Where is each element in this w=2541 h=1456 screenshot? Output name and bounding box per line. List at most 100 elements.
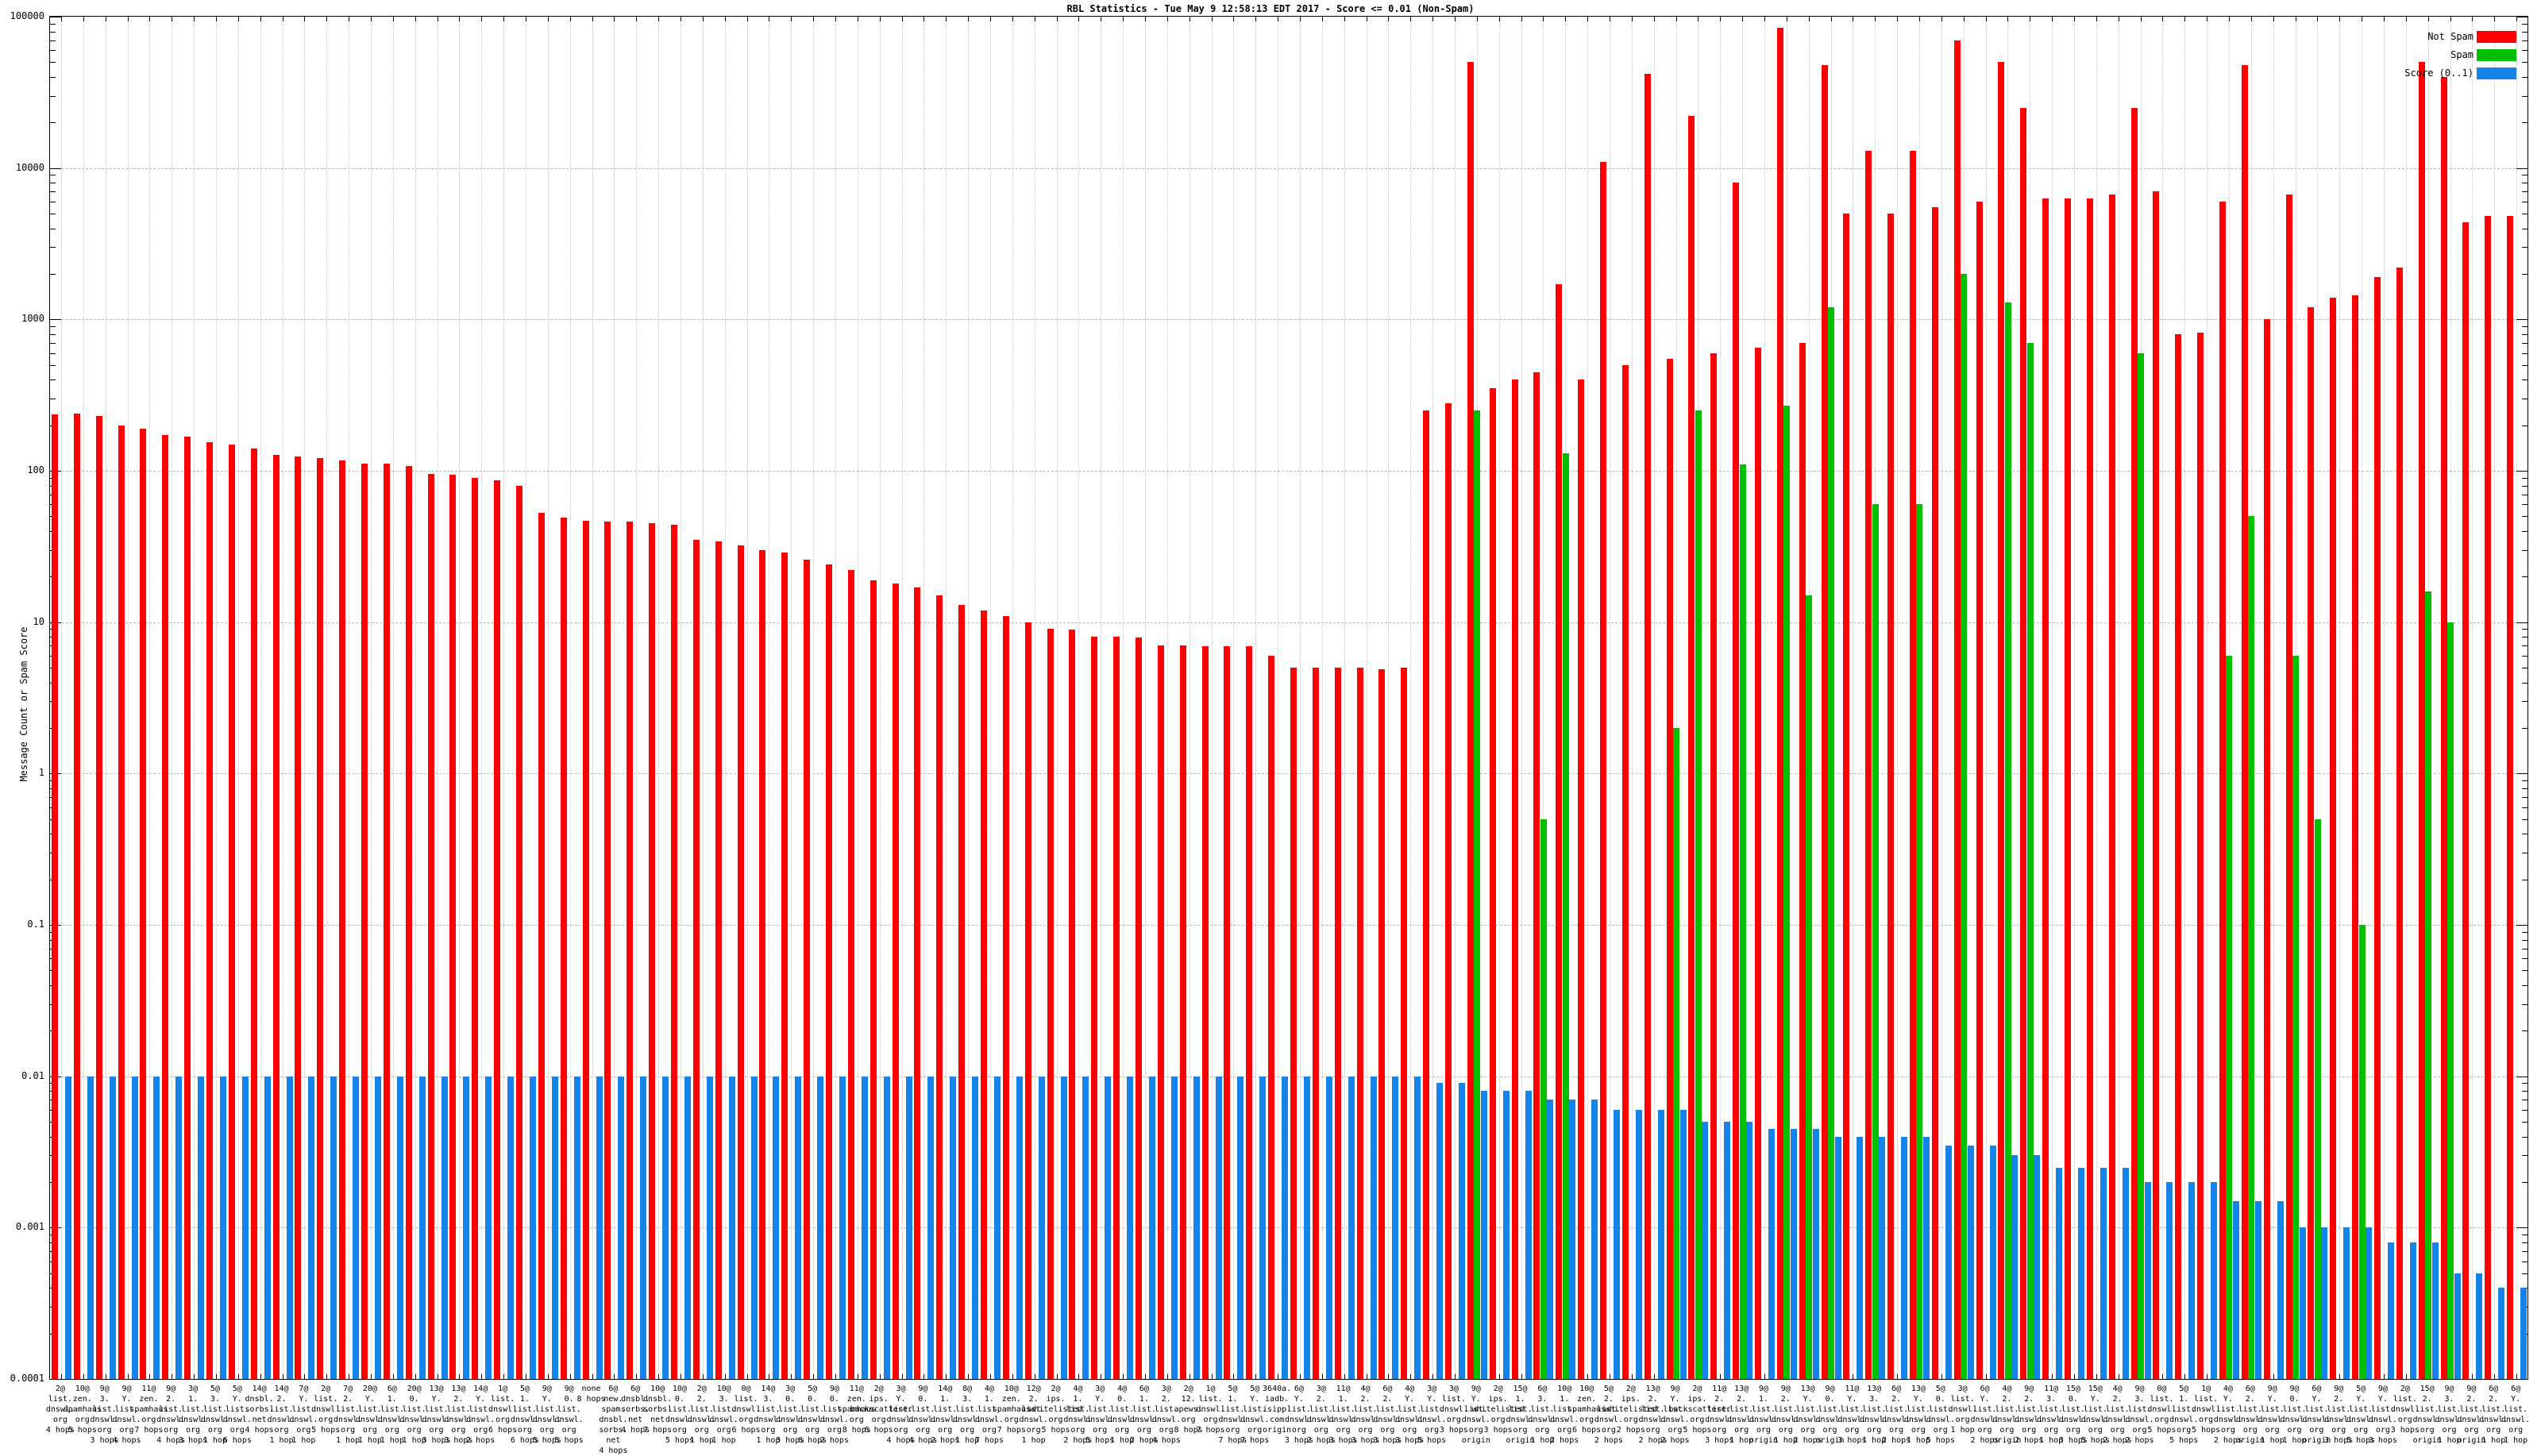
x-tick <box>923 17 925 21</box>
bar-spam <box>1695 410 1702 1379</box>
x-tick <box>1211 17 1213 21</box>
x-tick <box>2096 17 2097 21</box>
bar-score <box>1259 1076 1267 1379</box>
bar-spam <box>1739 464 1746 1379</box>
bar-not-spam <box>1268 656 1275 1379</box>
bar-spam <box>1828 307 1834 1379</box>
bar-not-spam <box>1401 668 1408 1379</box>
bar-score <box>2366 1227 2373 1379</box>
bar-score <box>2100 1167 2107 1379</box>
x-tick <box>2273 1374 2274 1379</box>
y-minor-tick <box>2522 549 2528 551</box>
bar-score <box>1148 1076 1155 1379</box>
x-tick <box>503 1374 505 1379</box>
x-tick <box>1299 1374 1301 1379</box>
v-gridline <box>989 17 991 1379</box>
bar-not-spam <box>1710 352 1718 1379</box>
x-tick <box>1255 17 1257 21</box>
v-gridline <box>614 17 615 1379</box>
x-tick <box>83 1374 84 1379</box>
bar-score <box>264 1076 271 1379</box>
v-gridline <box>237 17 239 1379</box>
bar-score <box>1635 1110 1642 1379</box>
x-tick <box>2184 17 2186 21</box>
v-gridline <box>60 17 62 1379</box>
y-minor-tick <box>50 191 56 193</box>
x-tick <box>2494 17 2496 21</box>
y-minor-tick <box>2522 364 2528 366</box>
v-gridline <box>946 17 947 1379</box>
bar-not-spam <box>804 559 811 1379</box>
y-minor-tick <box>2522 958 2528 960</box>
x-tick <box>2273 17 2274 21</box>
x-tick <box>392 17 394 21</box>
bar-score <box>1237 1076 1244 1379</box>
x-tick <box>415 1374 416 1379</box>
bar-score <box>2232 1200 2239 1379</box>
y-tick <box>2516 1227 2528 1229</box>
x-tick <box>1123 1374 1124 1379</box>
v-gridline <box>1941 17 1942 1379</box>
bar-score <box>1414 1076 1421 1379</box>
v-gridline <box>2383 17 2385 1379</box>
bar-not-spam <box>1887 214 1895 1379</box>
x-tick <box>1720 1374 1722 1379</box>
bar-not-spam <box>1688 116 1695 1379</box>
bar-not-spam <box>1533 372 1540 1379</box>
x-tick <box>1012 1374 1013 1379</box>
x-tick <box>83 17 84 21</box>
v-gridline <box>2494 17 2496 1379</box>
y-minor-tick <box>2522 807 2528 808</box>
y-minor-tick <box>2522 326 2528 328</box>
bar-spam <box>1916 504 1923 1379</box>
y-tick-label: 100 <box>27 464 44 476</box>
bar-score <box>1392 1076 1399 1379</box>
y-minor-tick <box>2522 701 2528 703</box>
bar-not-spam <box>1113 637 1120 1379</box>
bar-score <box>463 1076 470 1379</box>
y-minor-tick <box>2522 247 2528 248</box>
v-gridline <box>370 17 372 1379</box>
v-gridline <box>1432 17 1434 1379</box>
x-tick <box>879 17 881 21</box>
bar-score <box>308 1076 315 1379</box>
bar-score <box>1790 1128 1797 1379</box>
x-tick <box>702 17 704 21</box>
bar-score <box>883 1076 890 1379</box>
v-gridline <box>1299 17 1301 1379</box>
x-tick <box>1432 1374 1434 1379</box>
bar-score <box>507 1076 515 1379</box>
x-tick <box>1675 17 1677 21</box>
bar-score <box>1989 1145 1996 1379</box>
x-tick <box>1410 17 1412 21</box>
x-tick <box>2450 17 2451 21</box>
h-gridline <box>50 471 2528 472</box>
x-tick <box>2516 17 2518 21</box>
bar-not-spam <box>2086 198 2093 1379</box>
v-gridline <box>1255 17 1257 1379</box>
bar-score <box>2498 1288 2505 1379</box>
bar-score <box>131 1076 138 1379</box>
bar-not-spam <box>361 463 368 1379</box>
x-tick <box>791 1374 792 1379</box>
bar-not-spam <box>2507 216 2514 1379</box>
x-tick <box>1521 17 1522 21</box>
bar-score <box>551 1076 558 1379</box>
bar-not-spam <box>2042 198 2049 1379</box>
bar-not-spam <box>383 464 390 1379</box>
bar-score <box>2520 1288 2528 1379</box>
v-gridline <box>1897 17 1899 1379</box>
x-tick <box>1233 17 1235 21</box>
v-gridline <box>2273 17 2274 1379</box>
x-tick <box>1631 17 1633 21</box>
x-tick <box>901 17 903 21</box>
y-minor-tick <box>2522 1181 2528 1183</box>
bar-not-spam <box>1644 73 1651 1379</box>
y-tick <box>2516 773 2528 775</box>
x-tick <box>1830 17 1832 21</box>
v-gridline <box>194 17 195 1379</box>
x-tick <box>1432 17 1434 21</box>
x-tick <box>1078 1374 1080 1379</box>
y-tick-label: 1 <box>38 767 44 779</box>
y-minor-tick <box>50 95 56 97</box>
